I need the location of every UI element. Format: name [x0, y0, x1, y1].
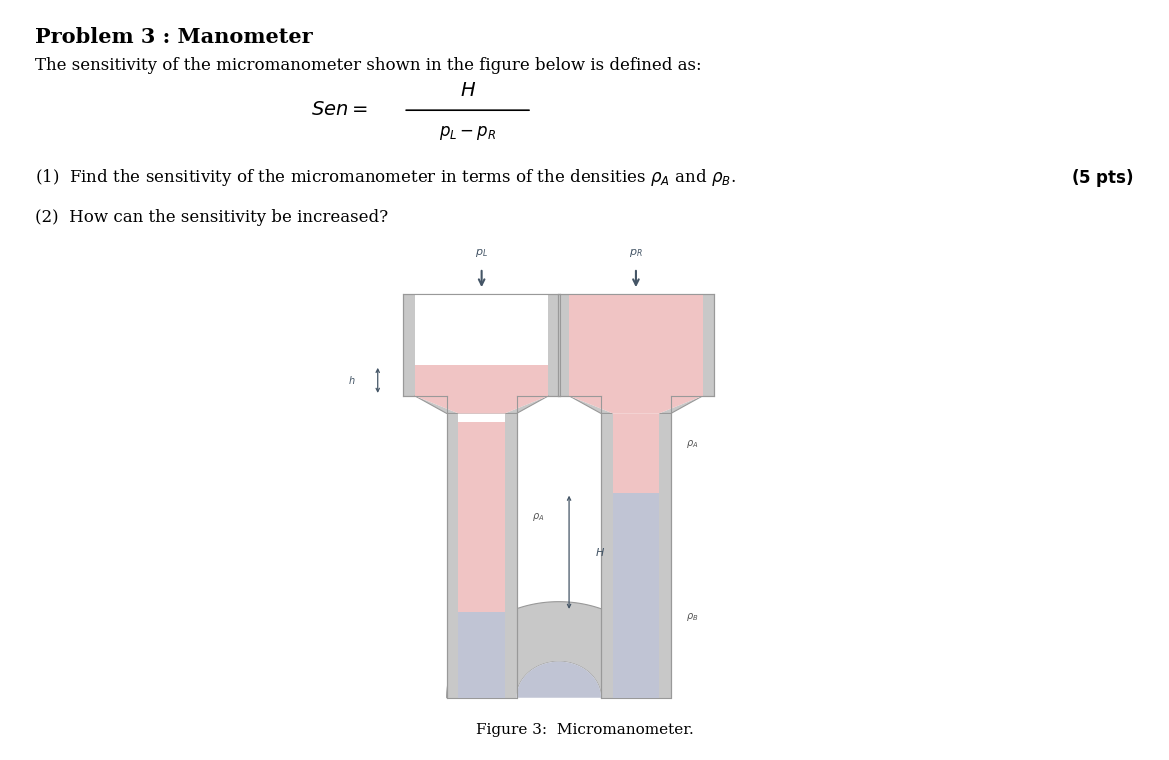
Bar: [458, 396, 505, 698]
Bar: [415, 365, 548, 396]
Bar: [569, 294, 703, 396]
Polygon shape: [569, 396, 703, 413]
Bar: [569, 294, 703, 396]
Text: $\rho_A$: $\rho_A$: [532, 511, 545, 523]
Text: Figure 3:  Micromanometer.: Figure 3: Micromanometer.: [476, 724, 693, 737]
Polygon shape: [569, 396, 703, 413]
Polygon shape: [505, 662, 613, 698]
Polygon shape: [415, 396, 548, 413]
Text: Problem 3 : Manometer: Problem 3 : Manometer: [35, 27, 312, 46]
Text: (2)  How can the sensitivity be increased?: (2) How can the sensitivity be increased…: [35, 209, 388, 226]
Text: $\rho_A$: $\rho_A$: [686, 439, 699, 450]
Polygon shape: [505, 662, 613, 698]
Text: $\bf{(5\ pts)}$: $\bf{(5\ pts)}$: [1072, 167, 1134, 189]
Bar: [613, 396, 659, 698]
Text: $\it{Sen} =$: $\it{Sen} =$: [311, 101, 368, 119]
Text: $h$: $h$: [348, 375, 355, 386]
Bar: [447, 396, 517, 698]
Bar: [558, 294, 714, 396]
Polygon shape: [415, 396, 548, 413]
Polygon shape: [415, 396, 548, 413]
Bar: [415, 294, 548, 396]
Text: $\it{H}$: $\it{H}$: [459, 82, 476, 100]
Bar: [458, 612, 505, 698]
Bar: [613, 396, 659, 492]
Bar: [601, 396, 671, 698]
Polygon shape: [447, 602, 671, 698]
Text: $p_R$: $p_R$: [629, 247, 643, 259]
Text: (1)  Find the sensitivity of the micromanometer in terms of the densities $\rho_: (1) Find the sensitivity of the microman…: [35, 167, 735, 188]
Text: $p_L$: $p_L$: [475, 247, 489, 259]
Bar: [403, 294, 560, 396]
Polygon shape: [569, 396, 703, 413]
Text: $\rho_B$: $\rho_B$: [686, 611, 699, 623]
Bar: [458, 423, 505, 612]
Text: The sensitivity of the micromanometer shown in the figure below is defined as:: The sensitivity of the micromanometer sh…: [35, 57, 701, 74]
Bar: [613, 492, 659, 698]
Text: $H$: $H$: [595, 546, 604, 559]
Text: $\it{p}_{\it{L}} - \it{p}_{\it{R}}$: $\it{p}_{\it{L}} - \it{p}_{\it{R}}$: [438, 124, 497, 142]
